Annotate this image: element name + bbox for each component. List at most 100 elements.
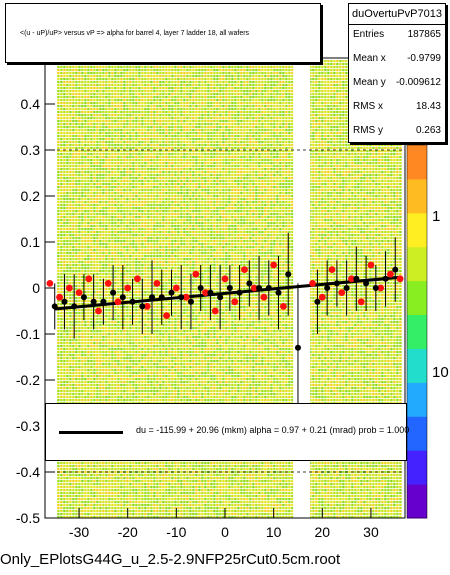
fit-legend-text: du = -115.99 + 20.96 (mkm) alpha = 0.97 … [136, 425, 410, 435]
x-tick-label: -20 [118, 524, 138, 540]
red-point [221, 275, 229, 283]
palette-segment [407, 416, 427, 451]
black-point [353, 275, 360, 282]
stat-row: RMS y 0.263 [353, 124, 441, 138]
y-tick-label: -0.3 [16, 418, 40, 434]
black-point [324, 285, 331, 291]
red-points [46, 261, 404, 319]
stats-title: duOvertuPvP7013 [349, 4, 445, 25]
red-point [65, 284, 73, 292]
red-point [211, 307, 219, 315]
x-tick-label: -30 [69, 524, 89, 540]
red-point [163, 312, 171, 319]
red-point [95, 307, 102, 315]
black-point [168, 289, 175, 296]
black-point [61, 298, 68, 305]
red-point [338, 289, 346, 296]
black-point [226, 285, 233, 291]
palette-segment [407, 246, 427, 282]
black-point [110, 289, 117, 296]
black-point [363, 280, 370, 287]
black-point [139, 303, 146, 310]
red-point [153, 280, 161, 287]
black-point [256, 285, 263, 291]
y-tick-label: -0.4 [16, 464, 40, 480]
black-point [51, 303, 58, 310]
stat-value: 187865 [407, 29, 441, 40]
black-point [207, 289, 214, 296]
plot-title: <(u - uP)/uP> versus vP => alpha for bar… [20, 30, 250, 37]
fit-line [54, 275, 401, 311]
black-point [158, 294, 165, 301]
x-tick-label: 10 [266, 524, 282, 540]
red-point [367, 261, 375, 269]
stat-value: -0.9799 [407, 53, 441, 64]
stat-key: Mean x [353, 53, 386, 64]
y-tick-label: -0.1 [16, 326, 40, 342]
red-point [124, 284, 132, 292]
red-point [85, 275, 93, 283]
black-point [178, 294, 185, 301]
stat-row: Mean y -0.009612 [353, 76, 441, 90]
red-point [172, 284, 180, 292]
red-point [250, 284, 258, 292]
red-point [104, 280, 112, 287]
y-tick-label: 0.1 [21, 234, 41, 250]
z-tick-label: 1 [432, 208, 440, 225]
dashed-gridlines [45, 149, 405, 473]
red-point [328, 266, 336, 273]
black-point [246, 280, 253, 287]
red-point [192, 270, 200, 278]
y-tick-label: -0.2 [16, 372, 40, 388]
palette-segment [407, 348, 427, 383]
black-point [149, 294, 156, 301]
stat-row: RMS x 18.43 [353, 100, 441, 114]
stat-row: Mean x -0.9799 [353, 52, 441, 66]
stat-value: 0.263 [415, 125, 441, 136]
palette-segment [407, 212, 427, 248]
black-point [187, 298, 194, 305]
palette-segment [407, 382, 427, 417]
black-point [294, 344, 301, 351]
red-point [182, 293, 190, 301]
file-title: Only_EPlotsG44G_u_2.5-2.9NFP25rCut0.5cm.… [0, 551, 341, 568]
y-tick-label: 0.4 [21, 96, 41, 112]
red-point [396, 275, 404, 283]
black-point [333, 280, 340, 287]
black-point [197, 285, 204, 291]
stat-key: Entries [353, 29, 385, 40]
black-point [372, 285, 379, 291]
red-point [279, 303, 287, 310]
palette-segment [407, 450, 427, 485]
black-points [51, 266, 399, 351]
black-point [314, 298, 321, 305]
black-point [265, 285, 272, 291]
black-point [392, 266, 399, 273]
palette-segment [407, 145, 427, 180]
palette-segment [407, 484, 427, 519]
y-tick-label: 0 [32, 280, 40, 296]
y-tick-label: -0.5 [16, 510, 40, 526]
black-point [275, 289, 282, 296]
red-point [318, 293, 326, 301]
black-point [343, 285, 350, 291]
stat-key: Mean y [353, 77, 386, 88]
fit-legend-line [59, 431, 123, 434]
stat-value: -0.009612 [395, 77, 441, 88]
red-point [357, 298, 365, 306]
stat-row: Entries 187865 [353, 28, 441, 42]
black-point [119, 294, 126, 301]
black-point [217, 294, 224, 301]
black-point [71, 303, 78, 310]
black-point [100, 298, 107, 305]
red-point [260, 293, 268, 301]
red-point [348, 275, 355, 283]
black-point [285, 271, 292, 278]
red-point [202, 289, 209, 296]
black-point [90, 298, 97, 305]
fit-legend: du = -115.99 + 20.96 (mkm) alpha = 0.97 … [45, 403, 410, 461]
x-tick-label: 20 [315, 524, 331, 540]
fit-line [54, 275, 401, 311]
y-tick-label: 0.3 [21, 142, 41, 158]
